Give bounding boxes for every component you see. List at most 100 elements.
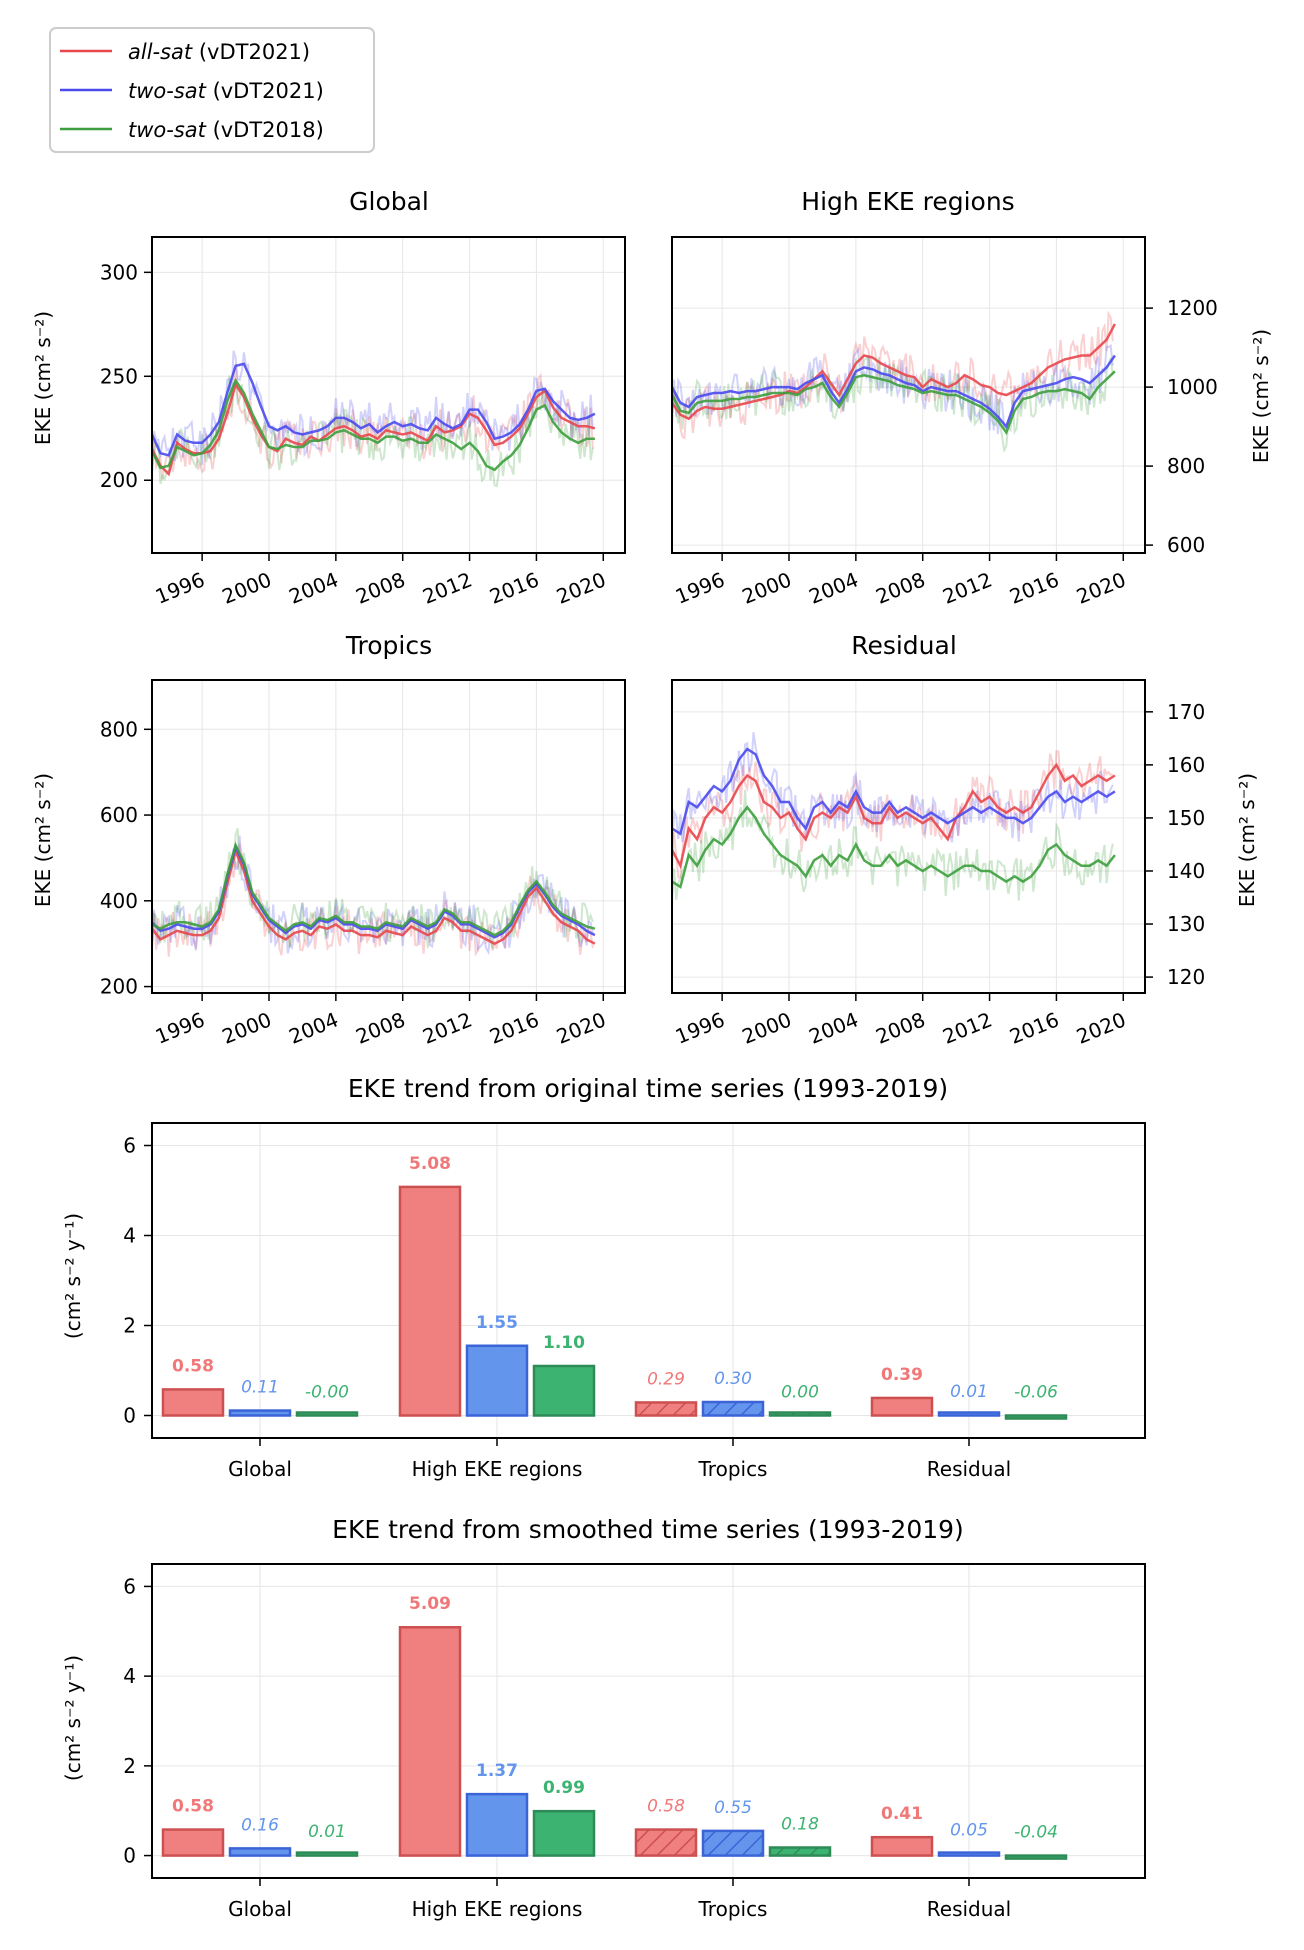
x-tick-label: 2008 (352, 1007, 408, 1048)
panel-title-global: Global (349, 187, 429, 216)
x-tick-label: Tropics (698, 1897, 768, 1921)
bar-value-label: 1.10 (543, 1333, 585, 1353)
x-tick-label: 2008 (872, 1007, 928, 1048)
panel-title-tropics: Tropics (345, 631, 432, 660)
bar-value-label: 1.55 (476, 1313, 518, 1333)
y-axis-label-trend-original: (cm² s⁻² y⁻¹) (61, 1213, 85, 1339)
x-tick-label: Tropics (698, 1457, 768, 1481)
raw-series-1 (671, 343, 1114, 435)
x-tick-label: 2020 (1073, 567, 1129, 608)
bar-residual-2 (1004, 1854, 1068, 1860)
legend-entry-3: two-sat (vDT2018) (60, 118, 324, 142)
x-tick-label: Global (228, 1897, 292, 1921)
x-tick-label: 2016 (486, 567, 542, 608)
series-line-2 (671, 805, 1116, 889)
y-tick-label: 600 (100, 803, 138, 827)
y-tick-label: 200 (100, 975, 138, 999)
y-tick-label: 170 (1167, 700, 1205, 724)
bar-residual-0 (870, 1835, 934, 1857)
y-axis-label-tropics: EKE (cm² s⁻²) (31, 773, 55, 907)
axes-frame (671, 236, 1146, 554)
legend-frame (49, 27, 375, 153)
series-line-0 (670, 762, 1116, 870)
y-tick-label: 400 (100, 889, 138, 913)
axes-frame (151, 679, 626, 994)
y-tick-label: 1200 (1167, 296, 1218, 320)
panel-high-eke: High EKE regions EKE (cm² s⁻²) 600 800 100… (670, 187, 1273, 609)
y-tick-label: 1000 (1167, 375, 1218, 399)
bar-value-label: 0.18 (781, 1814, 819, 1834)
x-tick-label: High EKE regions (412, 1897, 583, 1921)
bar-tropics-0 (634, 1828, 698, 1857)
panel-title-residual: Residual (851, 631, 957, 660)
y-tick-label: 600 (1167, 533, 1205, 557)
bar-value-label: 0.39 (881, 1365, 923, 1385)
y-axis-label-high-eke: EKE (cm² s⁻²) (1249, 329, 1273, 463)
x-tick-label: 2020 (553, 1007, 609, 1048)
x-tick-label: 2020 (1073, 1007, 1129, 1048)
bar-residual-1 (937, 1411, 1001, 1417)
y-tick-label: 130 (1167, 912, 1205, 936)
bar-high-eke-regions-2 (532, 1809, 596, 1857)
x-tick-label: 2004 (806, 567, 862, 608)
bar-tropics-1 (701, 1400, 765, 1417)
y-tick-label: 0 (123, 1844, 136, 1868)
series-line-0 (151, 847, 596, 946)
bar-value-label: -0.00 (305, 1383, 349, 1403)
bar-value-label: 0.01 (950, 1382, 988, 1402)
bar-residual-0 (870, 1396, 934, 1417)
x-tick-label: 2020 (553, 567, 609, 608)
y-axis-label-trend-smoothed: (cm² s⁻² y⁻¹) (61, 1655, 85, 1781)
bar-value-label: -0.04 (1014, 1823, 1058, 1843)
panel-trend-smoothed: EKE trend from smoothed time series (199… (61, 1515, 1146, 1921)
series-line-1 (671, 747, 1116, 836)
series-line-0 (150, 381, 596, 477)
x-tick-label: 1996 (672, 567, 728, 608)
x-tick-label: 2008 (872, 567, 928, 608)
x-tick-label: Residual (927, 1897, 1011, 1921)
y-axis-label-global: EKE (cm² s⁻²) (31, 311, 55, 445)
axes-frame (151, 1563, 1146, 1879)
bar-global-1 (228, 1409, 292, 1417)
bar-value-label: 0.58 (172, 1797, 214, 1817)
bar-value-label: 5.09 (409, 1594, 451, 1614)
panel-trend-original: EKE trend from original time series (199… (61, 1074, 1146, 1481)
bar-global-2 (295, 1411, 359, 1417)
panel-residual: Residual EKE (cm² s⁻²) 120 130 140 150 160 17… (670, 631, 1259, 1049)
x-tick-label: 2012 (939, 567, 995, 608)
panel-title-high-eke: High EKE regions (801, 187, 1014, 216)
x-tick-label: 1996 (152, 1007, 208, 1048)
series-line-1 (150, 362, 596, 457)
bar-value-label: 0.11 (241, 1378, 279, 1398)
bar-tropics-2 (768, 1411, 832, 1417)
y-tick-label: 800 (100, 717, 138, 741)
panel-tropics: Tropics EKE (cm² s⁻²) 200 400 600 800 1996 20… (31, 631, 626, 1049)
legend-label-2: two-sat (vDT2021) (128, 79, 324, 103)
series-line-1 (670, 354, 1116, 430)
bar-value-label: 0.30 (714, 1369, 752, 1389)
bar-value-label: 0.01 (308, 1822, 346, 1842)
bar-global-2 (295, 1851, 359, 1857)
x-tick-label: 2012 (419, 567, 475, 608)
y-tick-label: 4 (123, 1664, 136, 1688)
x-tick-label: 2012 (939, 1007, 995, 1048)
y-tick-label: 300 (100, 260, 138, 284)
axes-frame (151, 236, 626, 554)
bar-value-label: 5.08 (409, 1154, 451, 1174)
bar-high-eke-regions-2 (532, 1364, 596, 1417)
bar-value-label: 1.37 (476, 1761, 518, 1781)
y-tick-label: 120 (1167, 965, 1205, 989)
x-tick-label: Residual (927, 1457, 1011, 1481)
bar-residual-1 (937, 1851, 1001, 1857)
x-tick-label: 2000 (219, 567, 275, 608)
bar-value-label: 0.58 (647, 1797, 685, 1817)
x-tick-label: 2004 (806, 1007, 862, 1048)
bar-value-label: 0.16 (241, 1815, 279, 1835)
bar-tropics-2 (768, 1846, 832, 1857)
bar-high-eke-regions-0 (398, 1185, 462, 1417)
panel-title-trend-original: EKE trend from original time series (199… (348, 1074, 948, 1103)
axes-frame (151, 1122, 1146, 1439)
x-tick-label: 2004 (286, 567, 342, 608)
bar-high-eke-regions-0 (398, 1625, 462, 1857)
x-tick-label: 2000 (739, 1007, 795, 1048)
